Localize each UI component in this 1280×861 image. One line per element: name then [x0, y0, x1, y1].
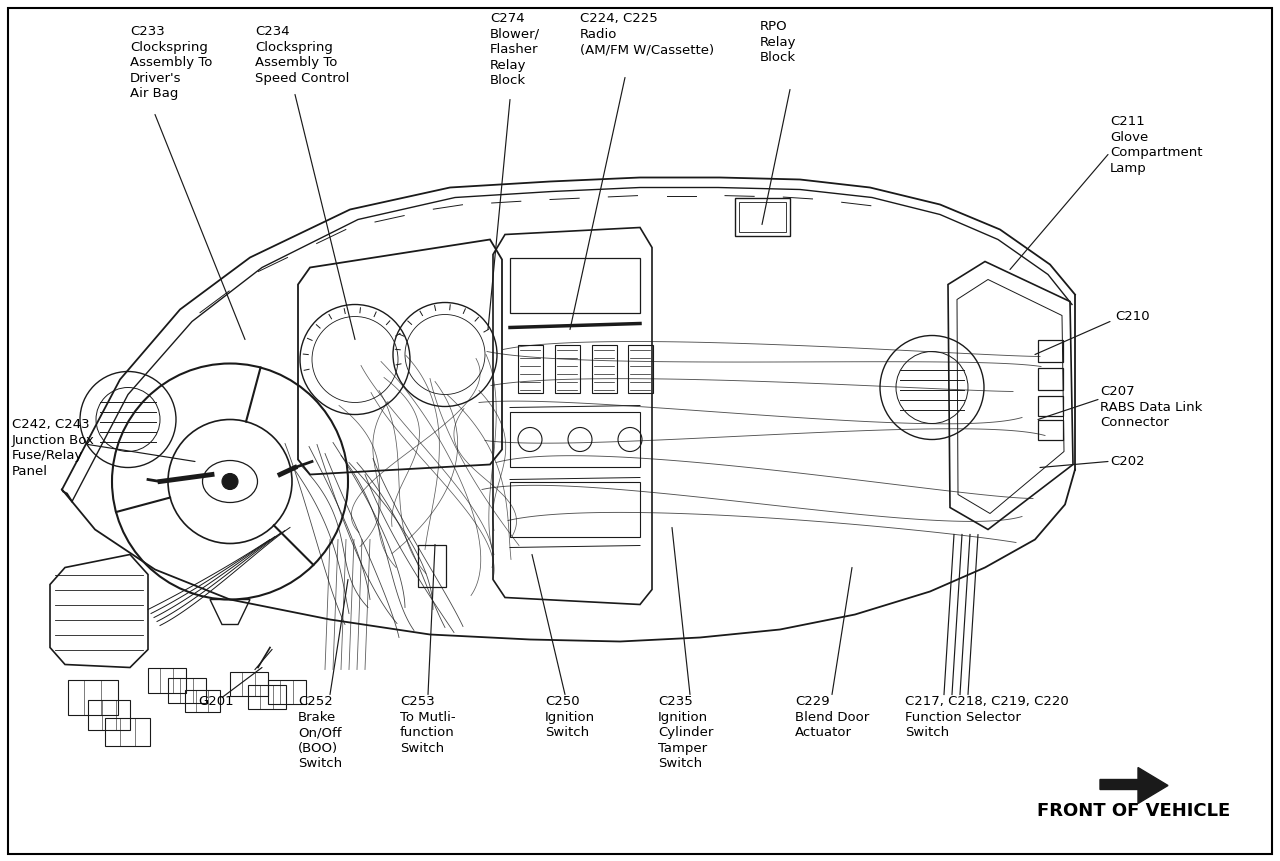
Text: C253
To Mutli-
function
Switch: C253 To Mutli- function Switch: [399, 695, 456, 754]
Text: RPO
Relay
Block: RPO Relay Block: [760, 21, 796, 65]
Bar: [1038, 420, 1062, 440]
Text: C235
Ignition
Cylinder
Tamper
Switch: C235 Ignition Cylinder Tamper Switch: [658, 695, 713, 770]
Text: C217, C218, C219, C220
Function Selector
Switch: C217, C218, C219, C220 Function Selector…: [905, 695, 1069, 739]
Polygon shape: [1100, 768, 1169, 803]
Bar: [268, 679, 306, 703]
Bar: [509, 482, 640, 537]
Bar: [1038, 340, 1062, 362]
Text: FRONT OF VEHICLE: FRONT OF VEHICLE: [1037, 802, 1230, 820]
Text: C252
Brake
On/Off
(BOO)
Switch: C252 Brake On/Off (BOO) Switch: [298, 695, 342, 770]
Text: C210: C210: [1115, 310, 1149, 323]
Bar: [628, 345, 653, 393]
Text: C229
Blend Door
Actuator: C229 Blend Door Actuator: [795, 695, 869, 739]
Bar: [739, 202, 786, 232]
Bar: [148, 668, 186, 693]
Text: G201: G201: [198, 695, 234, 708]
Bar: [186, 690, 220, 712]
Text: C224, C225
Radio
(AM/FM W/Cassette): C224, C225 Radio (AM/FM W/Cassette): [580, 13, 714, 57]
Text: C274
Blower/
Flasher
Relay
Block: C274 Blower/ Flasher Relay Block: [490, 13, 540, 88]
Text: C242, C243
Junction Box
Fuse/Relay
Panel: C242, C243 Junction Box Fuse/Relay Panel: [12, 418, 95, 478]
Bar: [68, 679, 118, 715]
Bar: [509, 258, 640, 313]
Bar: [105, 718, 150, 746]
Bar: [88, 700, 131, 729]
Bar: [230, 672, 268, 696]
Bar: [419, 545, 445, 587]
Text: C211
Glove
Compartment
Lamp: C211 Glove Compartment Lamp: [1110, 115, 1202, 175]
Text: C207
RABS Data Link
Connector: C207 RABS Data Link Connector: [1100, 385, 1202, 429]
Bar: [556, 345, 580, 393]
Text: C233
Clockspring
Assembly To
Driver's
Air Bag: C233 Clockspring Assembly To Driver's Ai…: [131, 26, 212, 101]
Bar: [1038, 396, 1062, 416]
Bar: [518, 345, 543, 393]
Text: C234
Clockspring
Assembly To
Speed Control: C234 Clockspring Assembly To Speed Contr…: [255, 26, 349, 85]
Bar: [248, 684, 285, 709]
Bar: [591, 345, 617, 393]
Text: C250
Ignition
Switch: C250 Ignition Switch: [545, 695, 595, 739]
Bar: [1038, 368, 1062, 390]
Circle shape: [221, 474, 238, 490]
Bar: [509, 412, 640, 467]
Bar: [735, 198, 790, 236]
Text: C202: C202: [1110, 455, 1144, 468]
Bar: [168, 678, 206, 703]
